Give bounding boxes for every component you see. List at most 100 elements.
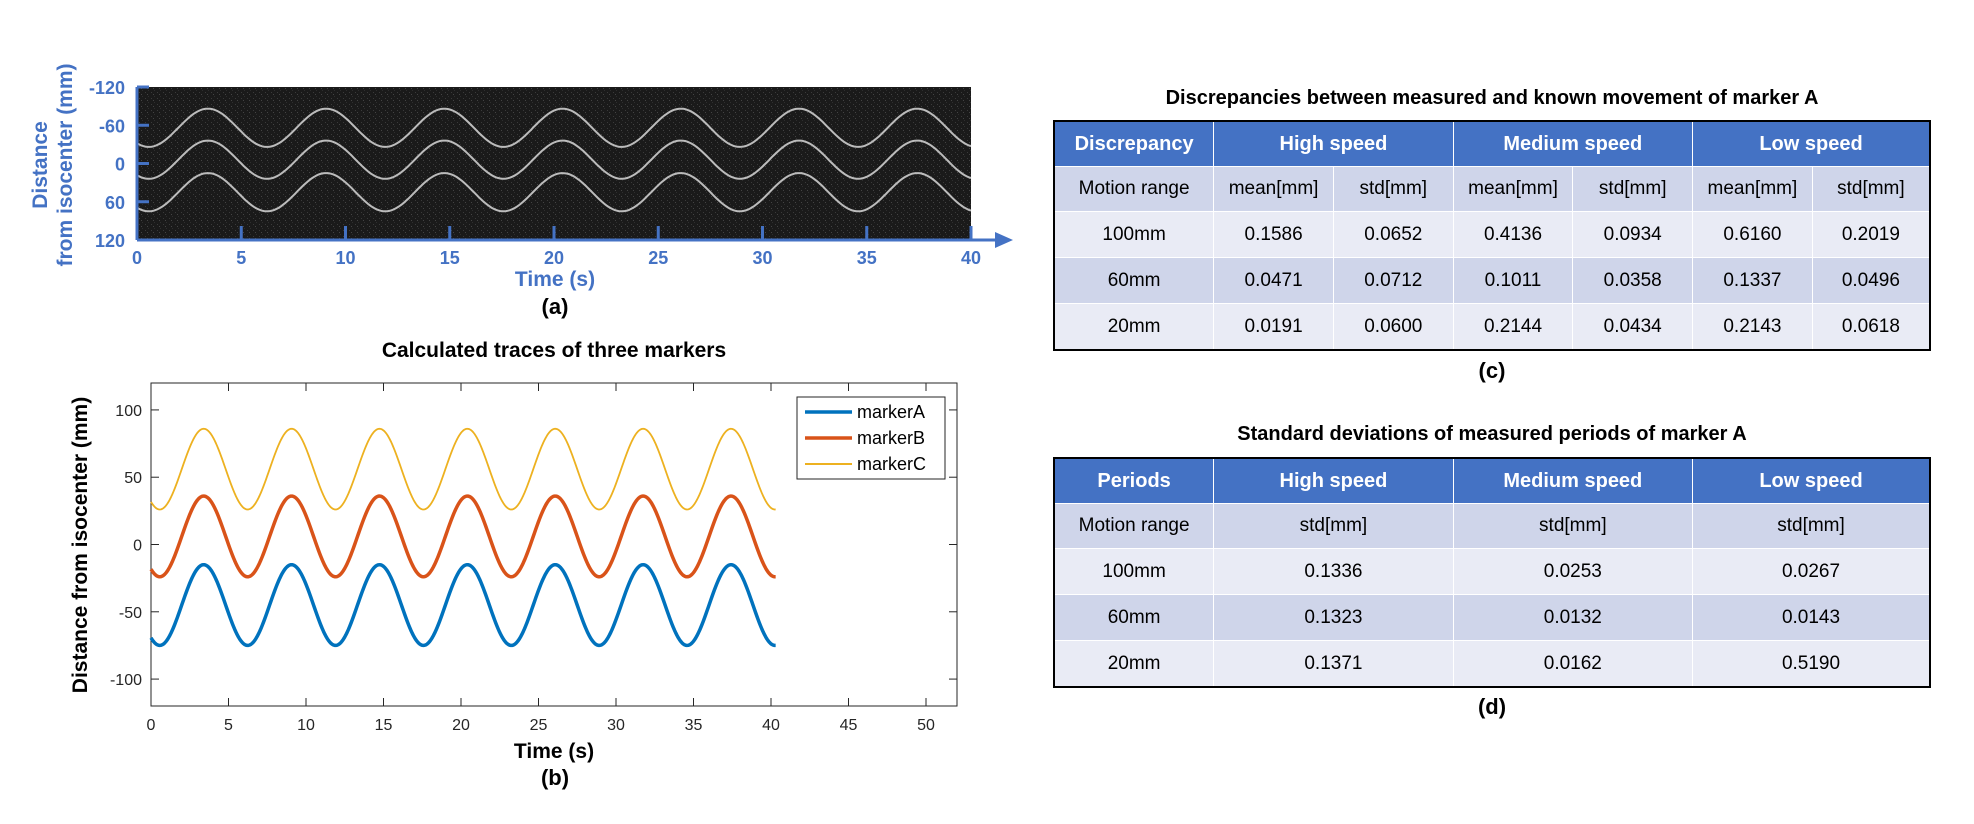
table-cell: Motion range [1053, 166, 1215, 212]
table-c-header-low-speed: Low speed [1692, 120, 1931, 167]
table-cell: 0.1586 [1213, 211, 1334, 258]
table-cell: std[mm] [1692, 503, 1931, 549]
table-cell: 0.1337 [1692, 257, 1813, 304]
x-tick-label: 5 [224, 717, 233, 734]
table-d-header-low-speed: Low speed [1692, 457, 1931, 504]
table-cell: 0.5190 [1692, 640, 1931, 688]
y-tick-label: 0 [133, 538, 142, 555]
mri-trace-markerA [136, 172, 972, 213]
table-d-header-high-speed: High speed [1213, 457, 1454, 504]
table-cell: std[mm] [1332, 166, 1454, 212]
x-tick-label: 30 [752, 248, 772, 268]
table-cell: std[mm] [1213, 503, 1454, 549]
x-tick-label: 15 [375, 717, 393, 734]
x-tick-label: 0 [147, 717, 156, 734]
x-tick-label: 10 [335, 248, 355, 268]
table-cell: 60mm [1053, 257, 1215, 304]
mri-trace-markerC [136, 107, 972, 148]
table-d-header-periods: Periods [1053, 457, 1215, 504]
chart-title: Calculated traces of three markers [382, 339, 726, 362]
ylabel-line2: from isocenter (mm) [54, 63, 77, 266]
table-cell: 100mm [1053, 548, 1215, 595]
panel-a-caption: (a) [541, 294, 569, 319]
table-cell: mean[mm] [1692, 166, 1813, 212]
x-tick-label: 35 [857, 248, 877, 268]
series-line-markerB [149, 494, 777, 579]
table-cell: 0.1323 [1213, 594, 1454, 641]
x-tick-label: 40 [961, 248, 981, 268]
table-cell: 0.0191 [1213, 303, 1334, 351]
y-tick-label: -60 [99, 116, 125, 136]
legend: markerA markerB markerC [796, 396, 946, 480]
table-cell: 0.0712 [1332, 257, 1454, 304]
y-tick-label: -50 [119, 605, 142, 622]
y-tick-label: -100 [110, 672, 142, 689]
table-cell: 0.0132 [1452, 594, 1694, 641]
table-row: 60mm 0.1323 0.0132 0.0143 [1053, 594, 1931, 641]
table-row: 20mm 0.0191 0.0600 0.2144 0.0434 0.2143 … [1053, 303, 1931, 351]
x-tick-label: 15 [440, 248, 460, 268]
y-tick-label: 50 [124, 470, 142, 487]
table-cell: 0.0496 [1811, 257, 1931, 304]
panel-b-caption: (b) [540, 765, 570, 790]
table-cell: 0.4136 [1452, 211, 1574, 258]
table-row: 20mm 0.1371 0.0162 0.5190 [1053, 640, 1931, 688]
mri-marker-traces [136, 107, 972, 213]
legend-label-markerA: markerA [857, 402, 925, 422]
y-tick-label: 100 [115, 403, 142, 420]
table-cell: 0.0253 [1452, 548, 1694, 595]
table-d: Periods High speed Medium speed Low spee… [1053, 457, 1931, 688]
x-tick-label: 0 [132, 248, 142, 268]
table-c-caption: (c) [1478, 358, 1506, 383]
table-c: Discrepancy High speed Medium speed Low … [1053, 120, 1931, 351]
x-tick-label: 5 [236, 248, 246, 268]
table-c-title: Discrepancies between measured and known… [1165, 87, 1819, 109]
table-d-title: Standard deviations of measured periods … [1237, 423, 1747, 445]
table-cell: 0.0358 [1572, 257, 1694, 304]
table-d-caption: (d) [1477, 694, 1507, 719]
table-cell: std[mm] [1452, 503, 1694, 549]
table-c-header-medium-speed: Medium speed [1452, 120, 1694, 167]
table-cell: 100mm [1053, 211, 1215, 258]
table-cell: 0.0162 [1452, 640, 1694, 688]
xlabel: Time (s) [515, 268, 595, 291]
x-tick-label: 50 [917, 717, 935, 734]
table-c-subheader-row: Motion range mean[mm] std[mm] mean[mm] s… [1053, 166, 1931, 212]
table-c-header-discrepancy: Discrepancy [1053, 120, 1215, 167]
x-tick-label: 10 [297, 717, 315, 734]
table-cell: 60mm [1053, 594, 1215, 641]
table-cell: 0.0600 [1332, 303, 1454, 351]
table-cell: 0.0618 [1811, 303, 1931, 351]
table-cell: 0.2144 [1452, 303, 1574, 351]
table-cell: 0.2143 [1692, 303, 1813, 351]
table-row: 100mm 0.1336 0.0253 0.0267 [1053, 548, 1931, 595]
table-cell: 20mm [1053, 303, 1215, 351]
table-cell: 0.0267 [1692, 548, 1931, 595]
legend-label-markerB: markerB [857, 428, 925, 448]
table-cell: std[mm] [1572, 166, 1694, 212]
y-tick-label: 60 [105, 193, 125, 213]
x-tick-label: 25 [530, 717, 548, 734]
legend-label-markerC: markerC [857, 454, 926, 474]
table-row: 60mm 0.0471 0.0712 0.1011 0.0358 0.1337 … [1053, 257, 1931, 304]
panel-b-chart: Calculated traces of three markers 10050… [69, 339, 958, 763]
y-tick-label: -120 [89, 78, 125, 98]
table-row: 100mm 0.1586 0.0652 0.4136 0.0934 0.6160… [1053, 211, 1931, 258]
table-cell: mean[mm] [1452, 166, 1574, 212]
x-tick-label: 40 [762, 717, 780, 734]
ylabel-line1: Distance [29, 121, 52, 209]
table-cell: 0.6160 [1692, 211, 1813, 258]
x-tick-label: 35 [685, 717, 703, 734]
y-tick-label: 120 [95, 231, 125, 251]
y-axis-label: Distance from isocenter (mm) [69, 397, 92, 693]
table-cell: 0.0434 [1572, 303, 1694, 351]
table-cell: 20mm [1053, 640, 1215, 688]
table-cell: 0.2019 [1811, 211, 1931, 258]
x-tick-label: 20 [544, 248, 564, 268]
table-cell: 0.0471 [1213, 257, 1334, 304]
x-axis-arrow-icon [995, 232, 1013, 248]
mri-trace-markerB [136, 139, 972, 180]
table-cell: 0.1371 [1213, 640, 1454, 688]
x-tick-label: 25 [648, 248, 668, 268]
